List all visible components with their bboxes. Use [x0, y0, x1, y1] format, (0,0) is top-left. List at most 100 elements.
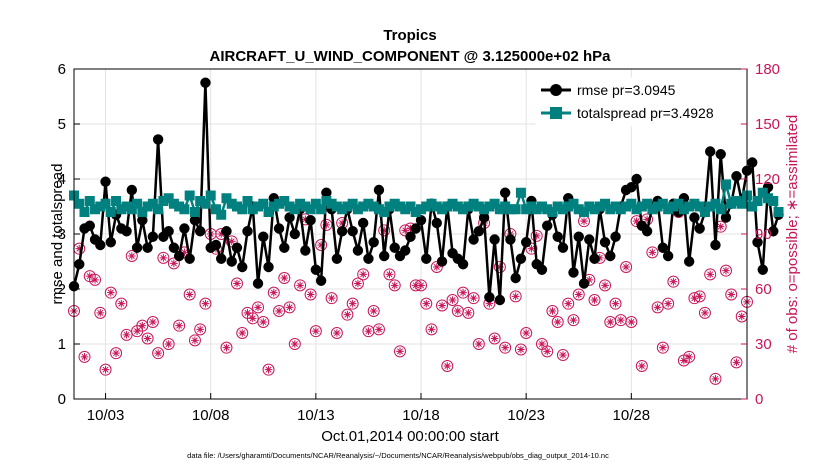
chart-title: Tropics — [383, 27, 436, 44]
rmse-point — [720, 212, 732, 223]
spread-point — [715, 204, 726, 215]
obs-possible-marker — [725, 288, 738, 301]
spread-point — [652, 201, 663, 212]
obs-assimilated-marker — [606, 318, 615, 326]
legend-box — [535, 77, 740, 127]
obs-count-series — [68, 206, 753, 385]
spread-point — [663, 204, 674, 215]
rmse-point — [494, 294, 506, 306]
obs-possible-marker — [78, 350, 91, 363]
obs-point — [446, 294, 459, 306]
obs-possible-marker — [646, 246, 659, 259]
obs-point — [383, 268, 396, 281]
obs-point — [725, 288, 738, 301]
obs-possible-marker — [609, 297, 622, 310]
right-y-tick-label: 90 — [755, 226, 772, 243]
obs-point — [167, 257, 180, 270]
spread-point — [710, 198, 721, 209]
obs-assimilated-marker — [280, 274, 289, 282]
x-axis-ticks: 10/03 10/08 10/13 10/18 10/23 10/28 — [87, 393, 650, 424]
spread-point — [747, 201, 758, 212]
obs-assimilated-marker — [432, 263, 441, 271]
spread-point — [400, 204, 411, 215]
y-tick-label: 6 — [58, 61, 66, 78]
obs-possible-marker — [194, 323, 207, 336]
obs-point — [441, 360, 454, 372]
obs-possible-marker — [441, 360, 454, 372]
obs-assimilated-marker — [680, 356, 688, 365]
rmse-point — [478, 212, 490, 223]
y-axis-label: rmse and totalspread — [49, 164, 66, 305]
obs-possible-marker — [157, 251, 170, 264]
obs-point — [115, 297, 128, 310]
spread-point — [274, 198, 285, 209]
obs-possible-marker — [530, 229, 543, 242]
rmse-point — [194, 226, 206, 237]
obs-assimilated-marker — [112, 349, 120, 357]
obs-assimilated-marker — [154, 349, 162, 357]
obs-point — [620, 261, 633, 273]
obs-assimilated-marker — [611, 299, 620, 308]
right-y-tick-label: 30 — [755, 336, 772, 353]
spread-point — [563, 201, 574, 212]
obs-assimilated-marker — [101, 365, 110, 374]
rmse-point — [137, 215, 148, 226]
obs-assimilated-marker — [417, 281, 425, 290]
obs-assimilated-marker — [233, 279, 241, 288]
obs-assimilated-marker — [590, 296, 599, 304]
obs-point — [294, 279, 307, 292]
rmse-point — [95, 239, 106, 251]
obs-assimilated-marker — [569, 316, 578, 324]
spread-point — [310, 198, 321, 209]
obs-assimilated-marker — [201, 299, 210, 308]
obs-assimilated-marker — [553, 318, 562, 326]
obs-possible-marker — [472, 338, 485, 350]
spread-point — [379, 207, 390, 217]
obs-assimilated-marker — [701, 309, 709, 317]
obs-possible-marker — [719, 264, 732, 277]
spread-point — [389, 198, 400, 209]
obs-point — [194, 323, 207, 336]
rmse-point — [436, 256, 448, 267]
obs-point — [472, 338, 485, 350]
obs-assimilated-marker — [159, 254, 168, 262]
obs-point — [78, 350, 91, 363]
obs-point — [94, 306, 107, 319]
obs-point — [436, 299, 449, 312]
x-tick-label: 10/08 — [192, 407, 230, 424]
rmse-point — [694, 223, 705, 234]
obs-point — [635, 360, 648, 372]
obs-assimilated-marker — [338, 219, 346, 227]
rmse-point — [747, 157, 758, 168]
obs-possible-marker — [104, 286, 117, 299]
spread-point — [205, 190, 216, 201]
spread-point — [442, 201, 453, 212]
obs-assimilated-marker — [264, 365, 273, 374]
spread-point — [216, 209, 227, 220]
obs-possible-marker — [294, 279, 307, 292]
spread-point — [579, 207, 590, 217]
spread-point — [573, 204, 584, 215]
spread-point — [79, 207, 90, 217]
obs-possible-marker — [283, 301, 296, 314]
obs-point — [420, 297, 433, 310]
obs-assimilated-marker — [107, 288, 115, 297]
obs-assimilated-marker — [685, 353, 693, 361]
spread-point — [521, 204, 532, 215]
obs-possible-marker — [152, 347, 165, 360]
obs-point — [220, 341, 233, 354]
spread-point — [526, 201, 537, 212]
spread-point — [431, 201, 442, 212]
obs-assimilated-marker — [643, 215, 651, 224]
legend-rmse-label: rmse pr=3.0945 — [577, 82, 676, 98]
spread-point — [305, 204, 316, 215]
obs-point — [599, 279, 612, 292]
obs-point — [514, 343, 527, 356]
obs-assimilated-marker — [217, 230, 226, 238]
obs-assimilated-marker — [406, 224, 415, 233]
x-tick-label: 10/28 — [613, 407, 651, 424]
spread-point — [505, 204, 516, 215]
rmse-point — [357, 217, 369, 229]
obs-possible-marker — [620, 261, 633, 273]
rmse-point — [305, 215, 316, 226]
